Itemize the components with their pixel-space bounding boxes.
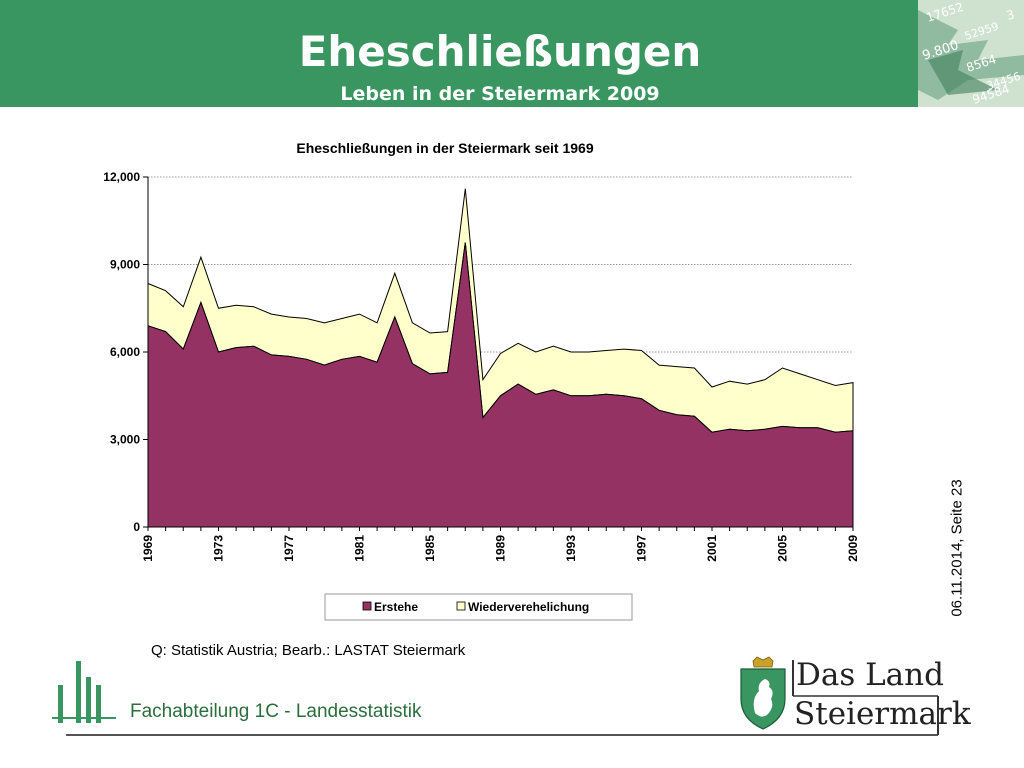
legend-box bbox=[324, 593, 633, 621]
x-tick-label: 1981 bbox=[353, 535, 367, 562]
y-tick-label: 9,000 bbox=[110, 258, 140, 272]
department-name: Fachabteilung 1C - Landesstatistik bbox=[130, 701, 422, 722]
legend-label-erstehe: Erstehe bbox=[374, 600, 418, 614]
x-tick-label: 1997 bbox=[635, 535, 649, 562]
brand-steiermark: Steiermark bbox=[794, 696, 971, 732]
x-tick-label: 2005 bbox=[776, 535, 790, 562]
digits-art-icon: 17652 52959 9.800 8564 34456 94584 3 bbox=[918, 0, 1024, 107]
page-subtitle: Leben in der Steiermark 2009 bbox=[340, 83, 660, 105]
footer-divider bbox=[66, 734, 938, 736]
header-banner: Eheschließungen Leben in der Steiermark … bbox=[0, 0, 918, 107]
y-tick-label: 6,000 bbox=[110, 345, 140, 359]
legend-label-wiederverehelichung: Wiederverehelichung bbox=[468, 600, 589, 614]
x-tick-label: 1985 bbox=[423, 535, 437, 562]
legend-swatch-erstehe bbox=[362, 601, 372, 611]
legend-swatch-wiederverehelichung bbox=[456, 601, 466, 611]
header-decoration-image: 17652 52959 9.800 8564 34456 94584 3 bbox=[918, 0, 1024, 107]
steiermark-coat-of-arms-icon bbox=[740, 656, 786, 730]
plot-areas bbox=[147, 188, 854, 528]
page-title: Eheschließungen bbox=[298, 27, 702, 76]
y-tick-label: 12,000 bbox=[103, 170, 140, 184]
y-tick-label: 0 bbox=[133, 520, 140, 534]
art-digit: 3 bbox=[1005, 7, 1017, 23]
marriages-area-chart: Eheschließungen in der Steiermark seit 1… bbox=[103, 140, 860, 621]
axes: 0 3,000 6,000 9,000 12,000 1969 1973 1977 1981 19… bbox=[103, 170, 860, 562]
chart-title: Eheschließungen in der Steiermark seit 1… bbox=[296, 140, 593, 156]
department-logo-icon bbox=[52, 661, 116, 723]
x-tick-label: 2001 bbox=[705, 535, 719, 562]
source-note: Q: Statistik Austria; Bearb.: LASTAT Ste… bbox=[151, 642, 466, 659]
x-tick-label: 1989 bbox=[494, 535, 508, 562]
brand-das-land: Das Land bbox=[796, 657, 944, 693]
date-page-label: 06.11.2014, Seite 23 bbox=[948, 479, 966, 617]
x-tick-label: 1973 bbox=[212, 535, 226, 562]
y-tick-label: 3,000 bbox=[110, 433, 140, 447]
chart-legend: Erstehe Wiederverehelichung bbox=[324, 593, 633, 621]
area-erstehe bbox=[147, 242, 854, 528]
brand-frame bbox=[792, 660, 939, 735]
x-tick-label: 1993 bbox=[564, 535, 578, 562]
x-tick-label: 1969 bbox=[141, 535, 155, 562]
x-tick-label: 2009 bbox=[846, 535, 860, 562]
x-tick-label: 1977 bbox=[282, 535, 296, 562]
